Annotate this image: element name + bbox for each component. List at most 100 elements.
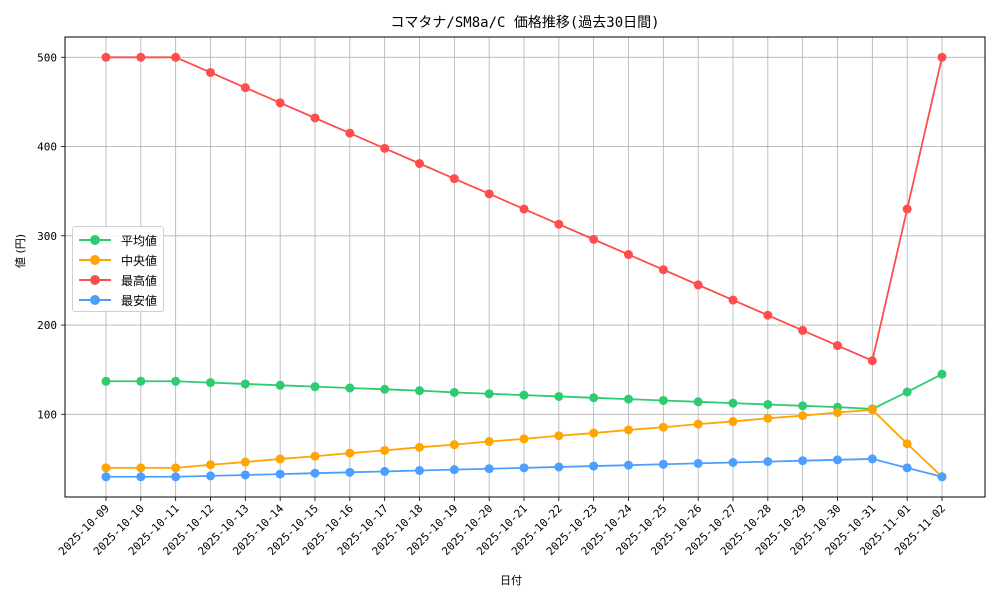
data-point xyxy=(763,399,773,409)
y-tick-label: 100 xyxy=(37,408,57,421)
data-point xyxy=(728,295,738,305)
data-point xyxy=(345,128,355,138)
legend-item-mean: 平均値 xyxy=(79,231,157,249)
data-point xyxy=(867,454,877,464)
data-point xyxy=(345,448,355,458)
data-point xyxy=(658,265,668,275)
data-point xyxy=(658,422,668,432)
data-point xyxy=(763,310,773,320)
data-point xyxy=(206,471,215,481)
data-point xyxy=(136,463,146,473)
series-line xyxy=(101,369,947,414)
data-point xyxy=(624,394,633,404)
data-point xyxy=(763,457,773,467)
legend-item-min: 最安値 xyxy=(79,291,157,309)
data-point xyxy=(240,457,250,467)
data-point xyxy=(624,425,633,435)
data-point xyxy=(275,454,285,464)
data-point xyxy=(449,440,459,450)
data-point xyxy=(554,462,564,472)
legend-swatch-median-icon xyxy=(79,254,111,266)
data-point xyxy=(554,431,564,441)
data-point xyxy=(380,143,390,153)
data-point xyxy=(345,467,355,477)
data-point xyxy=(206,67,215,77)
tick-labels: 2025-10-092025-10-102025-10-112025-10-12… xyxy=(37,51,948,558)
data-point xyxy=(728,416,738,426)
data-point xyxy=(171,52,181,62)
legend-swatch-mean-icon xyxy=(79,234,111,246)
data-point xyxy=(624,250,633,260)
data-point xyxy=(345,383,355,393)
data-point xyxy=(798,401,808,411)
data-point xyxy=(275,98,285,108)
y-tick-label: 300 xyxy=(37,230,57,243)
data-point xyxy=(171,472,181,482)
data-point xyxy=(624,460,633,470)
data-point xyxy=(484,389,494,399)
y-tick-label: 200 xyxy=(37,319,57,332)
data-point xyxy=(867,405,877,415)
data-point xyxy=(310,382,320,392)
data-point xyxy=(519,204,529,214)
data-point xyxy=(902,204,912,214)
data-series xyxy=(101,52,947,482)
data-point xyxy=(728,398,738,408)
data-point xyxy=(937,369,947,379)
data-point xyxy=(937,52,947,62)
data-point xyxy=(415,466,424,476)
data-point xyxy=(310,468,320,478)
data-point xyxy=(101,52,111,62)
y-tick-label: 500 xyxy=(37,51,57,64)
data-point xyxy=(728,457,738,467)
data-point xyxy=(136,52,146,62)
axes xyxy=(61,36,986,501)
data-point xyxy=(693,280,703,290)
data-point xyxy=(240,83,250,93)
data-point xyxy=(519,390,529,400)
data-point xyxy=(589,393,599,403)
data-point xyxy=(937,472,947,482)
data-point xyxy=(902,439,912,449)
data-point xyxy=(380,384,390,394)
data-point xyxy=(415,159,424,169)
data-point xyxy=(206,460,215,470)
x-axis-label: 日付 xyxy=(500,574,522,587)
legend-item-max: 最高値 xyxy=(79,271,157,289)
data-point xyxy=(902,463,912,473)
data-point xyxy=(798,456,808,466)
series-line xyxy=(101,52,947,366)
data-point xyxy=(693,458,703,468)
data-point xyxy=(449,174,459,184)
y-axis-label: 値 (円) xyxy=(14,233,27,268)
data-point xyxy=(310,451,320,461)
data-point xyxy=(902,387,912,397)
data-point xyxy=(310,113,320,123)
data-point xyxy=(867,356,877,366)
legend-swatch-min-icon xyxy=(79,294,111,306)
data-point xyxy=(171,463,181,473)
data-point xyxy=(171,376,181,386)
data-point xyxy=(101,376,111,386)
data-point xyxy=(206,378,215,388)
data-point xyxy=(693,419,703,429)
data-point xyxy=(136,376,146,386)
series-line xyxy=(101,405,947,482)
chart-title: コマタナ/SM8a/C 価格推移(過去30日間) xyxy=(390,15,660,31)
data-point xyxy=(275,380,285,390)
data-point xyxy=(833,408,842,418)
data-point xyxy=(763,413,773,423)
y-tick-label: 400 xyxy=(37,141,57,154)
data-point xyxy=(380,466,390,476)
legend: 平均値 中央値 最高値 最安値 xyxy=(72,226,164,312)
data-point xyxy=(589,461,599,471)
data-point xyxy=(658,459,668,469)
data-point xyxy=(449,387,459,397)
data-point xyxy=(415,442,424,452)
data-point xyxy=(101,463,111,473)
series-line xyxy=(101,454,947,482)
data-point xyxy=(798,325,808,335)
data-point xyxy=(833,341,842,351)
plot-frame xyxy=(64,36,986,498)
data-point xyxy=(484,437,494,447)
